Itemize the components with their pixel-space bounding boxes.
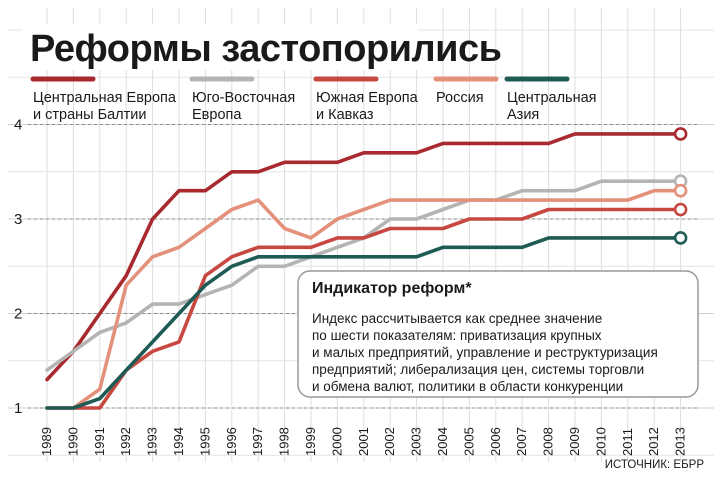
series-end-marker [673, 202, 688, 217]
axes: 1 2 3 4 1989 1990 1991 1992 1993 1994 1995 1996 1997… [14, 117, 700, 456]
annotation-line: предприятий; либерализация цен, системы … [312, 362, 644, 377]
annotation-background [297, 270, 699, 398]
xtick-label: 2003 [409, 427, 424, 456]
annotation-title: Индикатор реформ* [312, 280, 472, 297]
legend-label: и страны Балтии [33, 107, 147, 123]
series-line [45, 127, 688, 382]
xtick-label: 1999 [303, 427, 318, 456]
ytick-label: 4 [14, 117, 22, 134]
source-note: ИСТОЧНИК: ЕБРР [605, 459, 705, 471]
xtick-label: 1991 [92, 427, 107, 456]
legend-label: Юго-Восточная [192, 90, 295, 106]
legend-label: и Кавказ [316, 107, 374, 123]
series-path [45, 207, 683, 410]
chart-title: Реформы застопорились [30, 28, 502, 70]
xtick-label: 1992 [118, 427, 133, 456]
xtick-label: 1994 [171, 427, 186, 456]
ytick-label: 2 [14, 306, 22, 323]
xtick-label: 1989 [39, 427, 54, 456]
xtick-label: 1998 [277, 427, 292, 456]
xtick-label: 2002 [382, 427, 397, 456]
xtick-label: 2010 [593, 427, 608, 456]
series-group [45, 127, 688, 410]
legend-label: Азия [507, 107, 539, 123]
legend-label: Центральная Европа [33, 90, 177, 106]
annotation-line: и обмена валют, политики в области конку… [312, 379, 623, 394]
annotation-box: Индикатор реформ* Индекс рассчитывается … [297, 270, 699, 398]
ytick-label: 1 [14, 400, 22, 417]
xtick-label: 2000 [329, 427, 344, 456]
xtick-label: 2001 [356, 427, 371, 456]
series-path [45, 132, 683, 382]
series-line [45, 231, 688, 410]
xtick-label: 2012 [646, 427, 661, 456]
series-end-marker [673, 183, 688, 198]
series-path [45, 188, 683, 410]
series-line [45, 183, 688, 410]
xtick-label: 2013 [673, 427, 688, 456]
xtick-label: 1995 [197, 427, 212, 456]
header: Реформы застопорились [22, 24, 502, 70]
xtick-label: 1997 [250, 427, 265, 456]
xtick-label: 1996 [224, 427, 239, 456]
series-line [45, 202, 688, 410]
xtick-label: 2008 [541, 427, 556, 456]
xtick-label: 2005 [461, 427, 476, 456]
legend-label: Центральная [507, 90, 597, 106]
xtick-label: 2006 [488, 427, 503, 456]
series-path [45, 236, 683, 410]
series-end-marker [673, 127, 688, 141]
xtick-label: 2007 [514, 427, 529, 456]
legend-label: Южная Европа [316, 90, 419, 106]
xtick-label: 2011 [620, 428, 635, 456]
xtick-label: 2009 [567, 427, 582, 456]
annotation-line: Индекс рассчитывается как среднее значен… [312, 311, 602, 326]
annotation-line: по шести показателям: приватизация крупн… [312, 328, 602, 343]
legend-label: Россия [436, 90, 484, 106]
xtick-label: 1990 [65, 427, 80, 456]
title-background [22, 24, 418, 70]
series-end-marker [673, 231, 688, 245]
annotation-line: и малых предприятий, управление и рестру… [312, 345, 658, 360]
xtick-label: 2004 [435, 427, 450, 456]
ytick-label: 3 [14, 211, 22, 228]
xtick-label: 1993 [145, 427, 160, 456]
legend-label: Европа [192, 107, 242, 123]
legend-item: Россия [433, 76, 499, 106]
annotation-lines: Индекс рассчитывается как среднее значен… [312, 311, 658, 394]
